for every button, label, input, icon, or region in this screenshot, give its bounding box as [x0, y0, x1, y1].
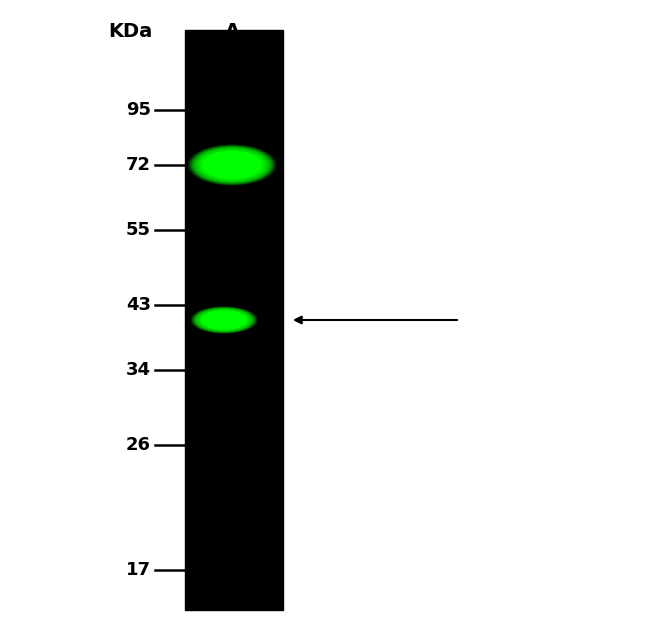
Ellipse shape — [199, 310, 249, 330]
Text: 43: 43 — [126, 296, 151, 314]
Ellipse shape — [196, 148, 268, 181]
Ellipse shape — [196, 308, 252, 331]
Ellipse shape — [196, 309, 252, 331]
Ellipse shape — [192, 147, 272, 183]
Ellipse shape — [197, 309, 251, 331]
Ellipse shape — [194, 147, 270, 183]
Text: 17: 17 — [126, 561, 151, 579]
Ellipse shape — [190, 306, 257, 334]
Text: A: A — [224, 22, 240, 41]
Ellipse shape — [197, 149, 266, 181]
Text: 55: 55 — [126, 221, 151, 239]
Text: 26: 26 — [126, 436, 151, 454]
Ellipse shape — [203, 151, 261, 179]
Bar — [185, 30, 283, 610]
Ellipse shape — [202, 311, 246, 329]
Ellipse shape — [189, 145, 275, 185]
Ellipse shape — [191, 307, 257, 333]
Ellipse shape — [188, 144, 276, 186]
Ellipse shape — [200, 150, 264, 180]
Ellipse shape — [190, 146, 273, 184]
Ellipse shape — [192, 146, 272, 184]
Ellipse shape — [187, 144, 277, 186]
Ellipse shape — [198, 309, 250, 331]
Ellipse shape — [194, 307, 255, 333]
Ellipse shape — [192, 307, 256, 333]
Text: 95: 95 — [126, 101, 151, 119]
Ellipse shape — [193, 307, 255, 333]
Text: 34: 34 — [126, 361, 151, 379]
Ellipse shape — [200, 310, 248, 330]
Ellipse shape — [198, 149, 266, 181]
Ellipse shape — [200, 311, 248, 329]
Ellipse shape — [202, 311, 247, 329]
Ellipse shape — [202, 151, 262, 179]
Ellipse shape — [199, 149, 265, 180]
Ellipse shape — [196, 148, 268, 182]
Ellipse shape — [201, 151, 263, 180]
Ellipse shape — [198, 309, 250, 331]
Ellipse shape — [194, 307, 254, 332]
Text: KDa: KDa — [108, 22, 152, 41]
Ellipse shape — [195, 308, 253, 332]
Text: 72: 72 — [126, 156, 151, 174]
Ellipse shape — [194, 147, 270, 183]
Ellipse shape — [190, 146, 274, 185]
Ellipse shape — [190, 306, 258, 334]
